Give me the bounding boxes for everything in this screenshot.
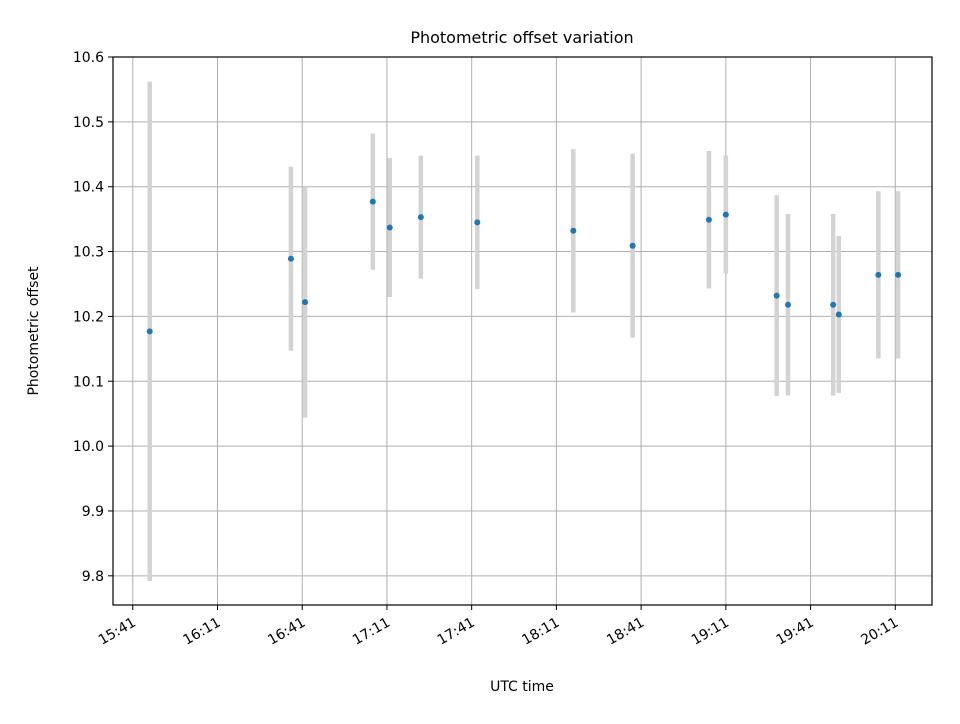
y-tick-label: 10.3 [73,245,104,261]
data-point [386,224,393,231]
y-tick-label: 9.8 [82,569,104,585]
data-point [835,311,842,318]
data-point [302,299,309,306]
data-point [287,255,294,262]
x-axis-label: UTC time [490,679,554,695]
data-points [146,198,902,335]
data-point [895,271,902,278]
data-point [830,301,837,308]
data-point [629,242,636,249]
data-point [474,219,481,226]
y-axis-ticks: 9.8 9.9 10.0 10.1 10.2 10.3 10.4 10.5 10.6 [73,50,113,585]
data-point [875,271,882,278]
data-point [773,292,780,299]
data-point [417,214,424,221]
plot-frame [112,56,933,606]
y-tick-label: 10.5 [73,115,104,131]
data-point [146,328,153,335]
y-tick-label: 10.1 [73,374,104,390]
plot-area [113,57,932,605]
y-tick-label: 10.4 [73,180,104,196]
chart-title: Photometric offset variation [410,28,633,47]
y-tick-label: 10.0 [73,439,104,455]
data-point [722,211,729,218]
data-point [784,301,791,308]
y-tick-label: 9.9 [82,504,104,520]
data-point [705,216,712,223]
y-tick-label: 10.6 [73,50,104,66]
y-tick-label: 10.2 [73,309,104,325]
data-point [570,227,577,234]
data-point [369,198,376,205]
y-axis-label: Photometric offset [26,266,42,396]
